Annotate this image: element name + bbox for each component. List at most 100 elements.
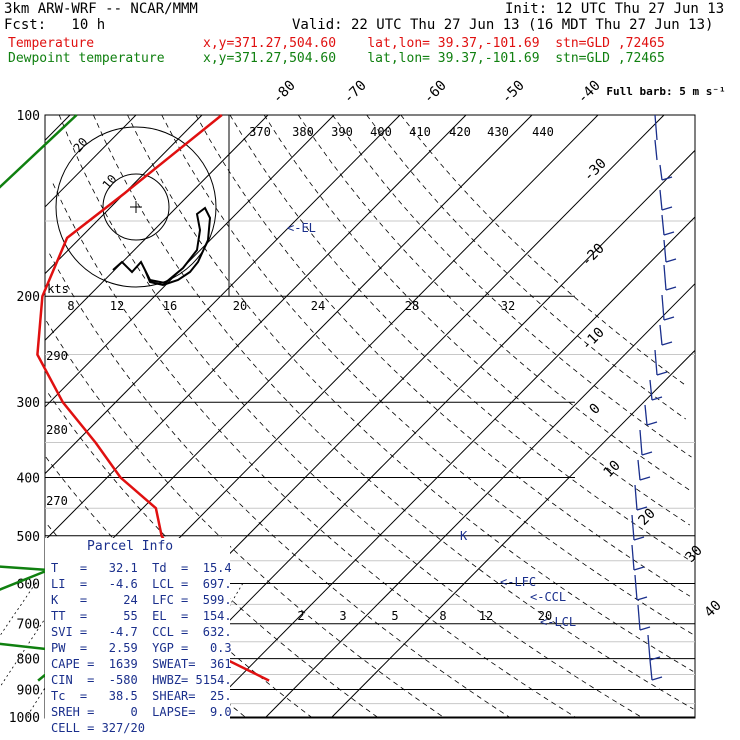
hodograph-trace	[112, 206, 212, 287]
wind-barb-flag	[663, 231, 675, 236]
wind-barb-flag	[639, 626, 651, 631]
hodograph-kts-label: kts	[47, 282, 69, 296]
annotation-layer: <-EL <-LFC<-CCL <-LCL K	[287, 221, 576, 629]
hodograph-ring-outer	[55, 126, 217, 288]
wind-barb-flag	[651, 396, 663, 401]
wind-barb	[644, 404, 648, 426]
parcel-info-title: Parcel Info	[87, 539, 174, 554]
isotherm-label: -20	[579, 241, 608, 270]
dry-adiabat	[93, 114, 694, 710]
hodograph-kts-label: 24	[311, 299, 325, 313]
hodograph-kts-label: 20	[233, 299, 247, 313]
mixing-ratio-label: 12	[479, 609, 493, 623]
valid-time: Valid: 22 UTC Thu 27 Jun 13 (16 MDT Thu …	[292, 17, 714, 33]
theta-label: 270	[46, 494, 68, 508]
pressure-tick-label: 700	[17, 618, 40, 633]
isotherm-line	[265, 283, 696, 718]
dry-adiabat	[400, 114, 685, 385]
wind-barb	[649, 379, 653, 401]
theta-label: 410	[409, 125, 431, 139]
isotherm-label: -80	[270, 78, 299, 107]
wind-barb	[659, 189, 663, 211]
dry-adiabat	[366, 114, 687, 420]
isotherm-line	[331, 350, 696, 718]
isotherm-label: 40	[702, 598, 725, 621]
isotherm-line	[44, 114, 533, 608]
parcel-row: PW = 2.59 YGP = 0.3	[51, 641, 232, 655]
isotherm-line	[44, 114, 137, 208]
wind-barb	[663, 239, 667, 263]
wind-barb-flag	[665, 286, 677, 291]
wind-barb-flag	[661, 341, 673, 346]
wind-barb-flag	[661, 176, 673, 181]
theta-label: 420	[449, 125, 471, 139]
wind-barb	[661, 214, 665, 236]
pressure-tick-label: 900	[17, 683, 40, 698]
dewpoint-legend-label: Dewpoint temperature	[8, 51, 165, 66]
dry-adiabat	[161, 114, 694, 636]
hodograph-kts-label: 28	[405, 299, 419, 313]
wind-barb-flag	[651, 676, 663, 681]
hodograph-kts-label: 12	[110, 299, 124, 313]
wind-barb	[637, 459, 641, 481]
dry-adiabat	[263, 114, 691, 526]
parcel-row: TT = 55 EL = 154.	[51, 609, 232, 623]
isotherm-line	[44, 114, 269, 341]
hodograph: 20 10 kts 8 12 16 20 24 28 32	[47, 115, 515, 313]
hodograph-kts-label: 16	[163, 299, 177, 313]
wind-barb	[649, 659, 653, 681]
wind-barb-flag	[649, 656, 661, 661]
mixing-ratio-label: 8	[439, 609, 446, 623]
wind-barb-flag	[665, 258, 677, 263]
isotherm-label: 0	[587, 401, 604, 418]
hodograph-kts-label: 8	[67, 299, 74, 313]
wind-barb	[639, 429, 643, 456]
isotherm-label: -70	[341, 78, 370, 107]
isotherm-label: -60	[421, 78, 450, 107]
wind-barb	[654, 349, 658, 376]
dry-adiabat	[49, 253, 510, 718]
theta-label: 280	[46, 423, 68, 437]
wind-barb	[634, 484, 638, 511]
mixing-ratio-label: 2	[297, 609, 304, 623]
mixing-ratio-label: 3	[339, 609, 346, 623]
wind-barbs: Full barb: 5 m s⁻¹	[606, 85, 726, 681]
theta-label: 370	[249, 125, 271, 139]
pressure-tick-label: 800	[17, 653, 40, 668]
wind-barb-flag	[636, 506, 648, 511]
isotherm-line	[44, 114, 71, 141]
dry-adiabat	[58, 114, 642, 718]
pressure-tick-label: 600	[17, 577, 40, 592]
parcel-row: K = 24 LFC = 599.	[51, 593, 232, 607]
isotherm-label: 10	[601, 458, 624, 481]
wind-barb-flag	[656, 371, 668, 376]
level-annotation: K	[460, 529, 468, 543]
dry-adiabat	[195, 114, 691, 597]
temperature-location: x,y=371.27,504.60 lat,lon= 39.37,-101.69…	[203, 36, 665, 51]
dry-adiabat	[52, 183, 576, 718]
hodograph-ring-inner	[102, 173, 170, 241]
wind-barb	[631, 544, 635, 571]
wind-barb	[634, 574, 638, 601]
parcel-row: LI = -4.6 LCL = 697.	[51, 577, 232, 591]
parcel-row: CAPE = 1639 SWEAT= 361	[51, 657, 232, 671]
pressure-tick-label: 200	[17, 290, 40, 305]
model-title: 3km ARW-WRF -- NCAR/MMM	[4, 1, 198, 17]
wind-barb	[659, 164, 663, 181]
hodograph-kts-label: 32	[501, 299, 515, 313]
level-annotation: <-CCL	[530, 590, 566, 604]
theta-label: 440	[532, 125, 554, 139]
init-time: Init: 12 UTC Thu 27 Jun 13	[505, 1, 725, 17]
theta-label: 380	[292, 125, 314, 139]
level-annotation: <-LCL	[540, 615, 576, 629]
wind-barb-flag	[663, 316, 675, 321]
forecast-hour: Fcst: 10 h	[4, 17, 106, 33]
hodograph-ring-label: 10	[100, 172, 120, 192]
parcel-row: Tc = 38.5 SHEAR= 25.	[51, 689, 232, 703]
dry-adiabat	[297, 114, 690, 491]
mixing-ratio-label: 5	[391, 609, 398, 623]
wind-barb	[654, 114, 658, 141]
parcel-row: CELL = 327/20	[51, 721, 145, 735]
parcel-row: CIN = -580 HWBZ= 5154.	[51, 673, 232, 687]
